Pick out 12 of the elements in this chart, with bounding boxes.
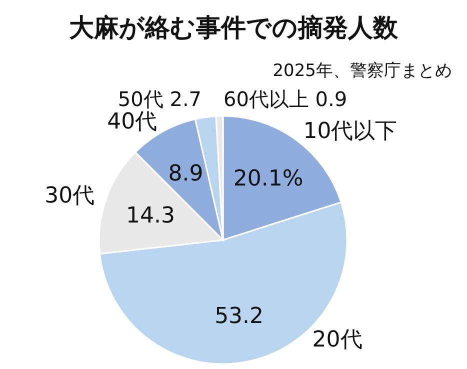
chart-subtitle: 2025年、警察庁まとめ — [272, 61, 452, 81]
slice-label: 40代 — [107, 110, 158, 135]
data-label: 20.1% — [233, 166, 304, 192]
slice-label: 60代以上 0.9 — [224, 87, 348, 111]
data-label: 53.2 — [214, 304, 264, 329]
data-label: 14.3 — [126, 203, 175, 228]
chart-title: 大麻が絡む事件での摘発人数 — [69, 13, 399, 42]
data-label: 8.9 — [168, 161, 204, 186]
slice-label: 50代 2.7 — [118, 87, 202, 111]
slice-label: 10代以下 — [303, 118, 398, 144]
slice-label: 30代 — [44, 184, 95, 209]
slice-label: 20代 — [312, 328, 362, 353]
